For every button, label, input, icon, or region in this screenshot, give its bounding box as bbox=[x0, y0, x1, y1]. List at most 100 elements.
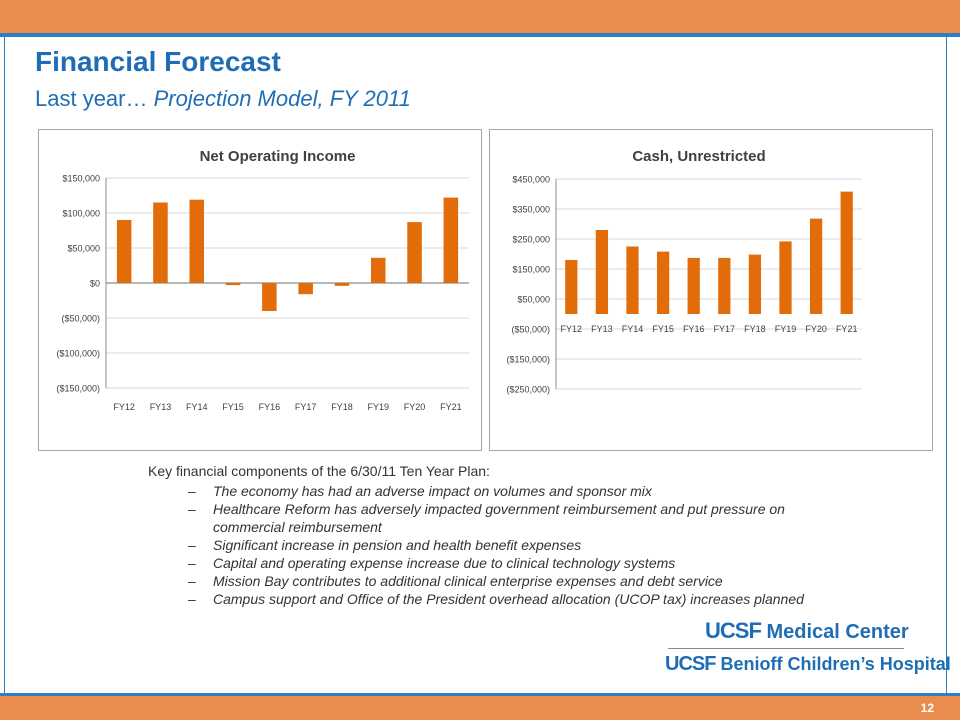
y-tick-label: ($150,000) bbox=[506, 355, 550, 365]
ucsf-benioff-logo: UCSF Benioff Children’s Hospital bbox=[665, 653, 951, 676]
bullet-dash: – bbox=[188, 483, 196, 499]
y-tick-label: $50,000 bbox=[67, 244, 100, 254]
right-border bbox=[946, 37, 947, 694]
y-tick-label: $450,000 bbox=[512, 175, 550, 185]
y-tick-label: ($50,000) bbox=[61, 314, 100, 324]
x-tick-label: FY18 bbox=[331, 402, 353, 412]
y-tick-label: ($100,000) bbox=[56, 349, 100, 359]
bullet-item: – Mission Bay contributes to additional c… bbox=[188, 572, 848, 590]
y-tick-label: $350,000 bbox=[512, 205, 550, 215]
bullet-item: – The economy has had an adverse impact o… bbox=[188, 482, 848, 500]
x-tick-label: FY21 bbox=[836, 324, 858, 334]
bullet-text: Capital and operating expense increase d… bbox=[213, 555, 676, 571]
x-tick-label: FY20 bbox=[404, 402, 426, 412]
y-tick-label: $250,000 bbox=[512, 235, 550, 245]
bullet-dash: – bbox=[188, 537, 196, 553]
y-tick-label: $0 bbox=[90, 279, 100, 289]
bar-fy12 bbox=[565, 260, 578, 314]
x-tick-label: FY15 bbox=[652, 324, 674, 334]
chart-title: Net Operating Income bbox=[200, 148, 356, 165]
ucsf-medical-center-logo: UCSF Medical Center bbox=[705, 618, 909, 644]
bullet-text: Significant increase in pension and heal… bbox=[213, 537, 582, 553]
chart-title: Cash, Unrestricted bbox=[632, 148, 765, 165]
x-tick-label: FY20 bbox=[805, 324, 827, 334]
bullet-dash: – bbox=[188, 573, 196, 589]
logo-medical-center-text: Medical Center bbox=[760, 621, 909, 643]
bar-fy13 bbox=[595, 230, 609, 314]
bar-fy16 bbox=[687, 257, 700, 314]
bullet-text: Campus support and Office of the Preside… bbox=[213, 591, 804, 607]
bar-fy15 bbox=[225, 283, 241, 286]
y-tick-label: ($50,000) bbox=[511, 325, 550, 335]
key-components-list: Key financial components of the 6/30/11 … bbox=[148, 462, 848, 608]
net-operating-income-svg: Net Operating Income $150,000 $100,000 $50,… bbox=[56, 148, 469, 412]
bullet-text: Mission Bay contributes to additional cl… bbox=[213, 573, 723, 589]
bullet-text: Healthcare Reform has adversely impacted… bbox=[213, 501, 785, 535]
y-tick-label: $50,000 bbox=[517, 295, 550, 305]
top-orange-band bbox=[0, 0, 960, 33]
bar-fy18 bbox=[334, 283, 350, 286]
bullet-items: – The economy has had an adverse impact o… bbox=[148, 482, 848, 608]
cash-unrestricted-svg: Cash, Unrestricted $450,000 $350,000 $250,0… bbox=[506, 148, 862, 395]
logo-ucsf-mark: UCSF bbox=[705, 618, 762, 643]
slide-title: Financial Forecast bbox=[35, 46, 281, 77]
x-tick-label: FY17 bbox=[714, 324, 736, 334]
bullet-item: – Campus support and Office of the Presid… bbox=[188, 590, 848, 608]
bar-fy14 bbox=[189, 199, 205, 283]
bar-fy21 bbox=[443, 197, 459, 283]
y-tick-label: ($150,000) bbox=[56, 384, 100, 394]
bar-fy12 bbox=[116, 220, 132, 283]
bullet-item: – Capital and operating expense increase … bbox=[188, 554, 848, 572]
y-tick-label: $150,000 bbox=[512, 265, 550, 275]
bar-fy16 bbox=[262, 283, 277, 311]
x-tick-label: FY13 bbox=[150, 402, 172, 412]
bar-fy13 bbox=[153, 202, 168, 283]
x-tick-label: FY17 bbox=[295, 402, 317, 412]
bar-fy15 bbox=[656, 251, 670, 314]
subtitle-lead: Last year… bbox=[35, 86, 154, 111]
x-tick-label: FY14 bbox=[622, 324, 644, 334]
y-tick-label: $100,000 bbox=[62, 209, 100, 219]
bullet-dash: – bbox=[188, 501, 196, 517]
bullet-item: – Significant increase in pension and hea… bbox=[188, 536, 848, 554]
page-number: 12 bbox=[920, 701, 934, 715]
bar-fy19 bbox=[779, 241, 792, 314]
logo-ucsf-mark: UCSF bbox=[665, 653, 716, 675]
bar-fy18 bbox=[748, 254, 762, 314]
bullets-intro: Key financial components of the 6/30/11 … bbox=[148, 463, 490, 479]
bar-fy17 bbox=[718, 257, 731, 314]
x-tick-label: FY12 bbox=[561, 324, 583, 334]
slide-subtitle: Last year… Projection Model, FY 2011 bbox=[35, 86, 411, 112]
x-tick-label: FY19 bbox=[367, 402, 389, 412]
cash-unrestricted-chart: Cash, Unrestricted $450,000 $350,000 $250,0… bbox=[489, 129, 933, 451]
bar-fy21 bbox=[840, 191, 853, 314]
logo-benioff-text: Benioff Children’s Hospital bbox=[715, 654, 951, 674]
x-tick-label: FY16 bbox=[683, 324, 705, 334]
y-tick-label: $150,000 bbox=[62, 174, 100, 184]
bottom-blue-line bbox=[0, 693, 960, 696]
x-tick-label: FY15 bbox=[222, 402, 244, 412]
x-tick-label: FY16 bbox=[259, 402, 281, 412]
x-tick-label: FY13 bbox=[591, 324, 613, 334]
bar-fy20 bbox=[407, 222, 422, 283]
x-tick-label: FY12 bbox=[113, 402, 135, 412]
x-tick-label: FY19 bbox=[775, 324, 797, 334]
x-tick-label: FY14 bbox=[186, 402, 208, 412]
bar-fy14 bbox=[626, 246, 639, 314]
bar-fy20 bbox=[809, 218, 823, 314]
left-border bbox=[4, 37, 5, 694]
x-tick-label: FY18 bbox=[744, 324, 766, 334]
top-blue-line bbox=[0, 33, 960, 37]
subtitle-italic: Projection Model, FY 2011 bbox=[153, 86, 411, 111]
bottom-orange-band bbox=[0, 696, 960, 720]
net-operating-income-chart: Net Operating Income $150,000 $100,000 $50,… bbox=[38, 129, 482, 451]
bar-fy17 bbox=[298, 283, 313, 295]
bullet-dash: – bbox=[188, 555, 196, 571]
x-tick-label: FY21 bbox=[440, 402, 462, 412]
bullet-text: The economy has had an adverse impact on… bbox=[213, 483, 652, 499]
bullet-dash: – bbox=[188, 591, 196, 607]
bar-fy19 bbox=[370, 257, 386, 283]
bullet-item: – Healthcare Reform has adversely impacte… bbox=[188, 500, 848, 536]
y-tick-label: ($250,000) bbox=[506, 385, 550, 395]
logo-divider bbox=[668, 648, 904, 649]
